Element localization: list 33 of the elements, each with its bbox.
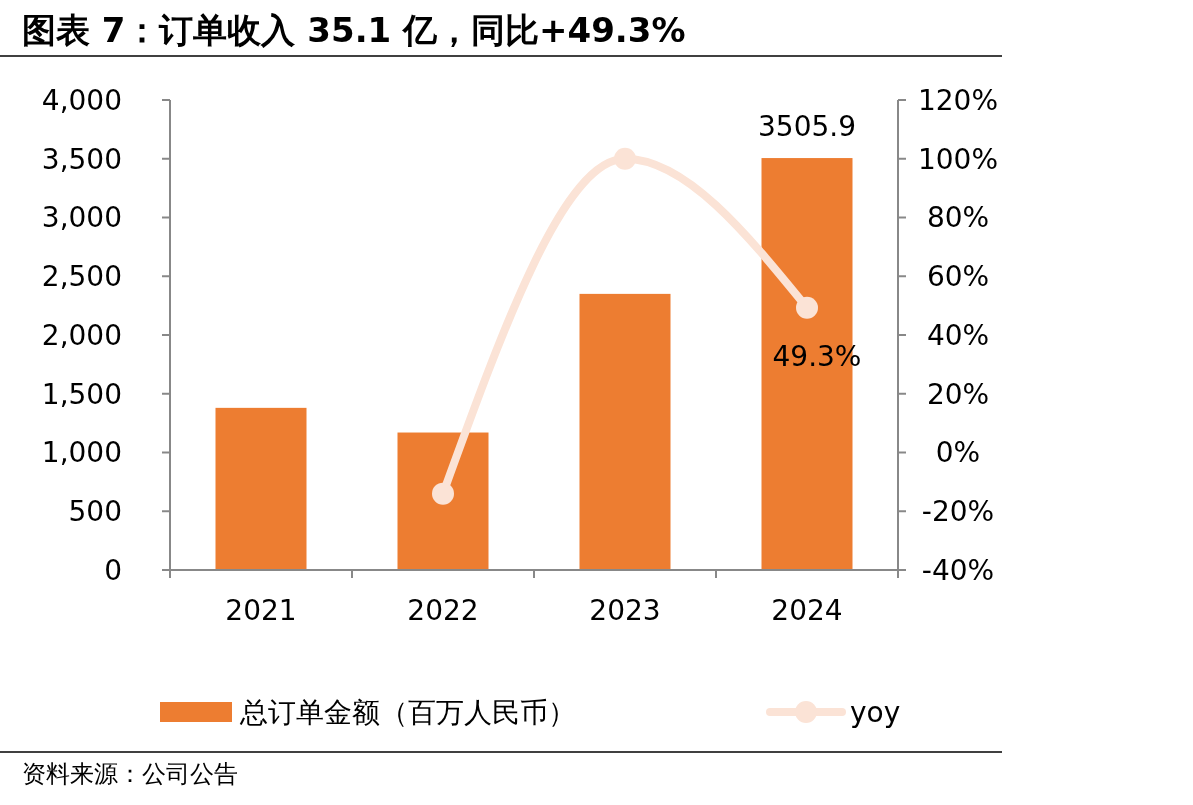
y2-tick-label: -20% xyxy=(921,495,995,529)
y-tick-label: 0 xyxy=(104,553,122,587)
legend-label: yoy xyxy=(850,695,901,729)
bar xyxy=(579,293,671,570)
point xyxy=(432,482,454,505)
y-tick-label: 2,000 xyxy=(41,318,122,352)
y-tick-label: 500 xyxy=(68,495,122,529)
y2-tick-label: 0% xyxy=(935,436,981,470)
bar xyxy=(397,432,489,570)
y2-tick-label: -40% xyxy=(921,553,995,587)
x-tick-label: 2023 xyxy=(589,594,661,627)
point xyxy=(796,296,818,319)
y2-tick-label: 20% xyxy=(926,377,990,411)
y-tick-label: 3,500 xyxy=(41,142,122,176)
text: 资料来源：公司公告 xyxy=(22,760,238,788)
y2-tick-label: 60% xyxy=(926,260,990,294)
y2-tick-label: 100% xyxy=(917,142,999,176)
y2-tick-label: 80% xyxy=(926,201,990,235)
y2-tick-label: 120% xyxy=(917,83,999,117)
x-tick-label: 2021 xyxy=(225,594,297,627)
chart-title: 图表 7：订单收入 35.1 亿，同比+49.3% xyxy=(22,10,686,50)
x-tick-label: 2022 xyxy=(407,594,479,627)
y-tick-label: 1,500 xyxy=(41,377,122,411)
y2-tick-label: 40% xyxy=(926,318,990,352)
bar xyxy=(215,407,307,570)
point xyxy=(614,147,636,170)
y-tick-label: 4,000 xyxy=(41,83,122,117)
y-tick-label: 2,500 xyxy=(41,260,122,294)
y-tick-label: 1,000 xyxy=(41,436,122,470)
data-label: 3505.9 xyxy=(758,110,856,144)
legend-label: 总订单金额（百万人民币） xyxy=(239,695,576,729)
x-tick-label: 2024 xyxy=(771,594,843,627)
y-tick-label: 3,000 xyxy=(41,201,122,235)
